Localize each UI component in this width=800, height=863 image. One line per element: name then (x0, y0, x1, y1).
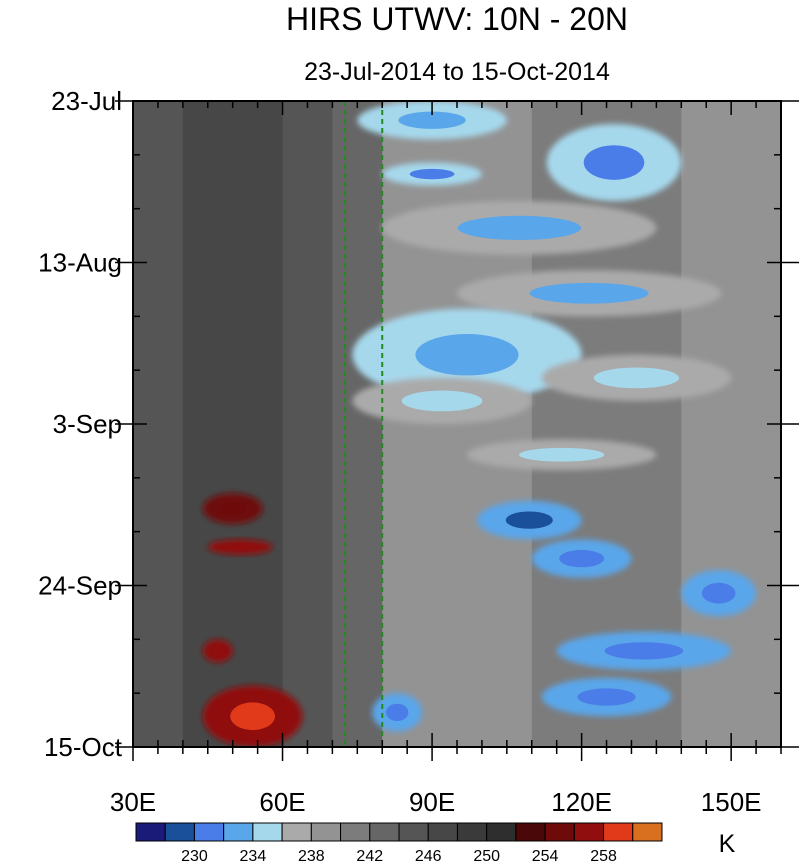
y-tick-label: 13-Aug (38, 248, 122, 278)
colorbar-label: 230 (181, 848, 208, 863)
contour-feature-core (559, 549, 605, 568)
colorbar-swatch (544, 822, 575, 842)
field-band (481, 101, 533, 747)
y-tick-label: 3-Sep (53, 409, 122, 439)
colorbar-label: 242 (356, 848, 383, 863)
colorbar-swatch (369, 822, 400, 842)
colorbar-swatch (573, 822, 605, 842)
colorbar-label: 250 (473, 848, 500, 863)
plot-area (132, 100, 782, 748)
y-tick-label: 23-Jul (51, 86, 122, 116)
field-band (232, 101, 284, 747)
colorbar-swatch (164, 822, 195, 842)
colorbar-swatch (193, 822, 225, 842)
contour-feature-core (409, 168, 455, 180)
colorbar-swatch (398, 822, 429, 842)
colorbar-label: 234 (240, 848, 267, 863)
contour-feature-core (593, 367, 680, 389)
field-band (382, 101, 433, 747)
contour-feature-core (457, 215, 581, 241)
contour-feature-core (211, 645, 225, 657)
colorbar-label: 254 (532, 848, 559, 863)
colorbar-unit-label: K (719, 830, 736, 858)
colorbar-swatch (515, 822, 546, 842)
colorbar-swatch (281, 822, 312, 842)
contour-feature-core (583, 145, 645, 180)
contour-feature-core (701, 582, 736, 604)
contour-feature-core (519, 447, 605, 462)
colorbar: 230 234 238 242 246 250 254 258 (135, 822, 663, 863)
colorbar-swatch (486, 822, 517, 842)
chart-subtitle: 23-Jul-2014 to 15-Oct-2014 (304, 58, 610, 86)
colorbar-label: 246 (415, 848, 442, 863)
chart-title: HIRS UTWV: 10N - 20N (286, 1, 628, 37)
contour-feature-core (577, 688, 636, 706)
contour-feature-core (225, 543, 255, 551)
y-axis: 23-Jul 13-Aug 3-Sep 24-Sep 15-Oct (38, 86, 799, 762)
field-band (182, 101, 234, 747)
contour-feature-core (401, 390, 483, 412)
colorbar-swatch (223, 822, 254, 842)
colorbar-swatch (427, 822, 458, 842)
contour-feature-core (230, 702, 276, 731)
y-tick-label: 24-Sep (38, 571, 122, 601)
colorbar-swatch (456, 822, 488, 842)
colorbar-swatch (310, 822, 342, 842)
colorbar-label: 238 (298, 848, 325, 863)
colorbar-swatch (632, 822, 663, 842)
contour-feature-core (415, 334, 519, 376)
colorbar-swatch (603, 822, 634, 842)
x-tick-label: 150E (701, 787, 762, 817)
x-tick-label: 120E (551, 787, 612, 817)
contour-feature-core (385, 703, 409, 722)
y-tick-label: 15-Oct (44, 732, 123, 762)
x-tick-label: 90E (409, 787, 455, 817)
contour-feature-core (398, 111, 466, 129)
contour-feature-core (219, 501, 247, 516)
contour-feature-core (604, 642, 684, 660)
colorbar-swatch (252, 822, 283, 842)
x-tick-label: 30E (110, 787, 156, 817)
x-tick-label: 60E (259, 787, 305, 817)
contour-feature-core (529, 282, 649, 304)
field-band (282, 101, 333, 747)
field-band (332, 101, 383, 747)
x-axis: 30E 60E 90E 120E 150E (110, 101, 782, 817)
contour-features (202, 101, 757, 747)
field-band (432, 101, 483, 747)
colorbar-swatch (135, 822, 166, 842)
contour-feature-core (505, 511, 553, 529)
colorbar-swatch (340, 822, 371, 842)
colorbar-label: 258 (590, 848, 617, 863)
